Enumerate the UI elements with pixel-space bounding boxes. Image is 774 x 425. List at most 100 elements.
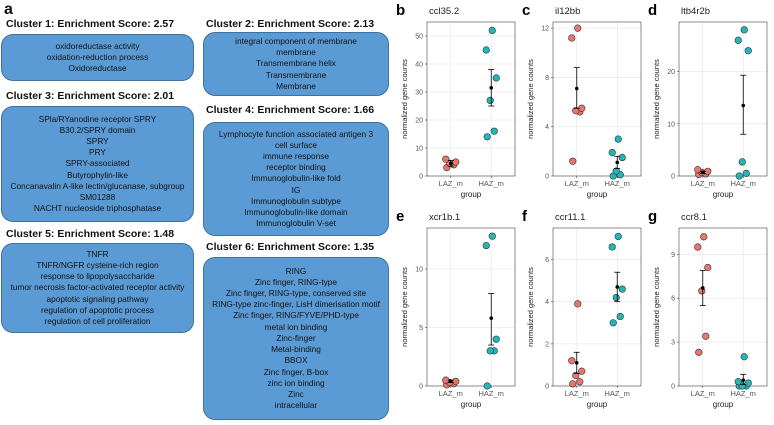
- data-point: [700, 233, 708, 241]
- data-point: [488, 232, 496, 240]
- y-tick-label: 6: [545, 257, 549, 264]
- data-point: [734, 36, 742, 44]
- cluster-term: Immunoglobulin-like fold: [251, 173, 341, 184]
- y-tick-label: 4: [545, 124, 549, 131]
- mean-point: [741, 378, 746, 382]
- data-point: [735, 172, 743, 180]
- plot-title: ccr8.1: [681, 212, 707, 223]
- mean-point: [615, 285, 620, 289]
- data-point: [608, 148, 616, 157]
- data-point: [568, 357, 576, 365]
- cluster-term: regulation of cell proliferation: [44, 316, 151, 326]
- cluster-term: BBOX: [284, 355, 308, 366]
- cluster-2-title: Cluster 2: Enrichment Score: 2.13: [206, 18, 375, 30]
- panel-b: b ccl35.2 0 10 20 30 40 50 LAZ_m HAZ_m group normal…: [393, 0, 521, 215]
- cluster-term: oxidoreductase activity: [55, 40, 140, 51]
- data-point: [704, 263, 712, 272]
- cluster-term: Zinc finger, RING/FYVE/PHD-type: [233, 310, 359, 321]
- data-point: [569, 157, 577, 165]
- x-tick-label: LAZ_m: [691, 389, 715, 398]
- cluster-term: regulation of apoptotic process: [40, 304, 154, 315]
- panel-g: g ccr8.1 0 3 6 9 LAZ_m HAZ_m group normalized gen…: [645, 206, 773, 425]
- data-point: [482, 241, 490, 250]
- y-tick-label: 0: [671, 384, 675, 391]
- y-tick-label: 20: [415, 118, 423, 125]
- panel-d: d ltb4r2b 0 10 20 LAZ_m HAZ_m group normalized g…: [645, 0, 773, 215]
- y-tick-label: 6: [671, 296, 675, 303]
- x-tick-label: LAZ_m: [439, 179, 463, 188]
- cluster-term: Immunoglobulin V-set: [256, 218, 336, 229]
- cluster-term: integral component of membrane: [235, 36, 357, 46]
- cluster-6-box: RING Zinc finger, RING-type Zinc finger, R…: [203, 257, 389, 420]
- mean-point: [700, 286, 705, 290]
- plot-frame: [552, 21, 642, 177]
- y-tick-label: 40: [415, 62, 423, 69]
- cluster-term: RING: [285, 265, 307, 276]
- x-tick-label: LAZ_m: [439, 389, 463, 398]
- panel-e: e xcr1b.1 0 5 10 LAZ_m HAZ_m group normalized ge…: [393, 206, 521, 425]
- plot-title: xcr1b.1: [429, 212, 460, 223]
- data-point: [442, 155, 450, 163]
- data-point: [744, 379, 752, 387]
- x-tick-label: HAZ_m: [479, 179, 504, 188]
- y-tick-label: 8: [545, 75, 549, 82]
- y-tick-label: 20: [667, 69, 675, 76]
- plot-frame: [552, 227, 642, 387]
- x-tick-label: HAZ_m: [605, 179, 630, 188]
- cluster-term: SPla/RYanodine receptor SPRY: [38, 113, 157, 124]
- cluster-term: Immunoglobulin subtype: [251, 195, 341, 206]
- data-point: [609, 319, 617, 327]
- data-point: [572, 107, 580, 115]
- data-point: [614, 135, 622, 143]
- data-point: [572, 371, 580, 380]
- y-tick-label: 50: [415, 34, 423, 41]
- cluster-term: Immunoglobulin-like domain: [244, 207, 348, 217]
- plot-frame: [678, 21, 768, 177]
- y-axis-label: normalized gene counts: [400, 267, 409, 347]
- data-point: [608, 243, 616, 251]
- cluster-term: Zinc finger, RING-type, conserved site: [225, 288, 367, 299]
- data-point: [488, 26, 496, 35]
- mean-point: [574, 361, 579, 365]
- cluster-4-title: Cluster 4: Enrichment Score: 1.66: [206, 104, 375, 116]
- y-tick-label: 0: [671, 174, 675, 181]
- plot-frame: [678, 227, 768, 387]
- data-point: [614, 232, 622, 241]
- cluster-term: SPRY: [86, 135, 109, 146]
- x-tick-label: HAZ_m: [731, 389, 756, 398]
- mean-point: [574, 86, 579, 91]
- cluster-3-title: Cluster 3: Enrichment Score: 2.01: [6, 90, 175, 102]
- cluster-term: Zinc-finger: [276, 332, 316, 343]
- cluster-1-box: oxidoreductase activity oxidation-reducti…: [1, 34, 194, 81]
- y-tick-label: 5: [419, 325, 423, 332]
- cluster-term: intracellular: [274, 400, 318, 411]
- x-axis-label: group: [713, 400, 734, 409]
- panel-letter: e: [396, 208, 404, 225]
- mean-point: [615, 160, 620, 165]
- data-point: [612, 167, 620, 175]
- plot-title: ccr11.1: [555, 212, 585, 223]
- data-point: [618, 285, 626, 293]
- cluster-term: Zinc: [288, 388, 304, 399]
- cluster-term: Transmembrane: [265, 69, 327, 80]
- y-axis-label: normalized gene counts: [652, 267, 661, 347]
- cluster-1-title: Cluster 1: Enrichment Score: 2.57: [6, 18, 175, 30]
- cluster-term: Membrane: [276, 80, 316, 91]
- cluster-term: SPRY-associated: [65, 158, 130, 169]
- cluster-term: receptor binding: [266, 162, 326, 173]
- y-tick-label: 3: [671, 340, 675, 347]
- cluster-term: immune response: [263, 150, 329, 161]
- cluster-term: PRY: [89, 147, 106, 158]
- data-point: [483, 382, 491, 390]
- plot-frame: [426, 227, 516, 387]
- cluster-term: membrane: [276, 47, 316, 58]
- panel-letter: f: [522, 208, 528, 225]
- cluster-term: response to lipopolysaccharide: [40, 271, 155, 282]
- cluster-term: TNFR/NGFR cysteine-rich region: [36, 259, 159, 270]
- data-point: [490, 127, 498, 135]
- panel-letter-a: a: [4, 1, 13, 18]
- data-point: [452, 158, 460, 166]
